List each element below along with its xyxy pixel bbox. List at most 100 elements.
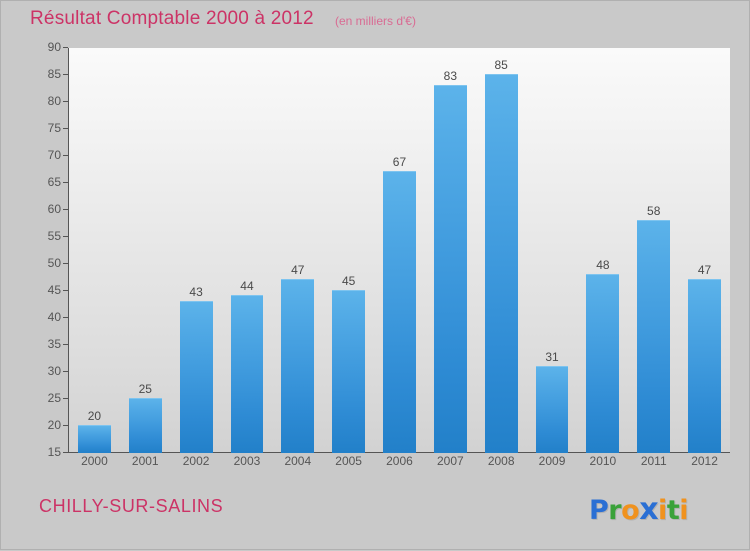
bar-slot: 20 [69, 48, 120, 453]
chart-footer: CHILLY-SUR-SALINS Proxiti [1, 479, 750, 551]
bar[interactable] [332, 290, 366, 453]
y-axis-tick-label: 35 [47, 337, 61, 351]
bars-layer: 20 25 43 44 47 45 67 83 85 31 48 58 47 [69, 48, 730, 453]
chart-subtitle: (en milliers d'€) [335, 14, 416, 28]
bar[interactable] [128, 398, 162, 453]
y-axis-tick-label: 80 [47, 94, 61, 108]
y-axis-tick-mark [63, 452, 68, 453]
bar[interactable] [179, 300, 213, 453]
y-axis-tick-label: 40 [47, 310, 61, 324]
bar-slot: 43 [171, 48, 222, 453]
bar-slot: 31 [527, 48, 578, 453]
y-axis-tick-mark [63, 74, 68, 75]
bar-value-label: 85 [494, 58, 508, 72]
y-axis-tick-label: 25 [47, 391, 61, 405]
y-axis-tick-mark [63, 263, 68, 264]
x-axis-tick-label: 2003 [233, 454, 261, 468]
x-axis-tick-label: 2012 [691, 454, 718, 468]
bar[interactable] [383, 171, 416, 453]
y-axis-tick-label: 65 [47, 175, 61, 189]
y-axis-tick-mark [63, 371, 68, 372]
bar-slot: 48 [577, 48, 628, 453]
y-axis-tick-mark [63, 344, 68, 345]
page-title: Résultat Comptable 2000 à 2012 [30, 8, 314, 29]
x-axis-tick-label: 2011 [640, 454, 667, 468]
y-axis-tick-label: 45 [47, 283, 61, 297]
bar-value-label: 44 [240, 279, 254, 294]
bar[interactable] [281, 279, 315, 453]
bar[interactable] [637, 219, 671, 453]
x-axis-tick-label: 2005 [335, 454, 362, 468]
logo-letter: x [639, 492, 659, 527]
bar-slot: 47 [679, 48, 730, 453]
bar-value-label: 43 [189, 284, 203, 299]
bar[interactable] [230, 295, 264, 453]
y-axis-tick-mark [63, 128, 68, 129]
y-axis-tick-label: 55 [47, 229, 61, 243]
y-axis-tick-mark [63, 290, 68, 291]
bar[interactable] [586, 273, 620, 453]
logo-letter: P [589, 495, 609, 526]
bar-value-label: 83 [443, 68, 458, 83]
y-axis-tick-label: 75 [47, 121, 61, 135]
logo-letter: t [666, 495, 680, 526]
y-axis-tick-label: 50 [47, 256, 61, 270]
y-axis-tick-mark [63, 155, 68, 156]
y-axis: 90 85 80 75 70 65 60 55 50 45 40 35 30 25 20 15 [1, 41, 68, 458]
bar[interactable] [688, 279, 721, 453]
y-axis-tick-mark [63, 425, 68, 426]
x-axis-tick-label: 2010 [589, 454, 617, 468]
logo-letter: i [658, 495, 667, 526]
bar-value-label: 48 [596, 257, 610, 272]
y-axis-tick-label: 15 [47, 445, 61, 459]
bar-slot: 83 [425, 48, 476, 453]
bar[interactable] [433, 84, 467, 453]
y-axis-tick-label: 30 [47, 364, 61, 378]
y-axis-tick-label: 70 [47, 148, 61, 162]
bar-slot: 85 [476, 48, 527, 453]
bar-slot: 67 [374, 48, 425, 453]
x-axis-tick-label: 2004 [284, 454, 312, 468]
bar-slot: 58 [628, 48, 679, 453]
x-axis-tick-label: 2009 [538, 454, 566, 468]
x-axis-tick-label: 2006 [386, 454, 413, 468]
x-axis-tick-label: 2002 [182, 454, 210, 468]
y-axis-tick-mark [63, 398, 68, 399]
bar-slot: 45 [323, 48, 374, 453]
y-axis-tick-label: 85 [47, 67, 61, 81]
x-axis: 2000 2001 2002 2003 2004 2005 2006 2007 2008 2009… [69, 454, 730, 474]
bar-value-label: 58 [647, 203, 661, 218]
logo-letter: i [679, 495, 688, 526]
bar-slot: 25 [120, 48, 171, 453]
bar-slot: 44 [222, 48, 273, 453]
y-axis-tick-label: 90 [47, 40, 61, 54]
chart-header: Résultat Comptable 2000 à 2012 (en milli… [1, 1, 750, 41]
bar[interactable] [535, 365, 569, 453]
commune-name: CHILLY-SUR-SALINS [39, 496, 224, 516]
proxiti-logo[interactable]: Proxiti [589, 492, 688, 527]
logo-letter: r [608, 495, 622, 526]
x-axis-tick-label: 2008 [487, 454, 515, 468]
bar[interactable] [484, 74, 518, 453]
y-axis-tick-mark [63, 182, 68, 183]
logo-letter: o [621, 495, 640, 526]
bar-value-label: 25 [138, 382, 152, 396]
x-axis-tick-label: 2001 [131, 454, 159, 468]
x-axis-tick-label: 2000 [81, 454, 108, 468]
bar-value-label: 45 [341, 274, 356, 288]
y-axis-tick-mark [63, 317, 68, 318]
bar[interactable] [78, 425, 111, 453]
bar-value-label: 31 [545, 349, 559, 364]
y-axis-tick-label: 20 [47, 418, 61, 432]
x-axis-tick-label: 2007 [436, 454, 464, 468]
bar-value-label: 67 [392, 155, 407, 170]
bar-slot: 47 [272, 48, 323, 453]
bar-value-label: 47 [291, 263, 305, 278]
y-axis-tick-mark [63, 47, 68, 48]
bar-value-label: 20 [87, 409, 102, 423]
bar-value-label: 47 [697, 263, 712, 278]
y-axis-tick-mark [63, 101, 68, 102]
y-axis-tick-mark [63, 209, 68, 210]
y-axis-tick-mark [63, 236, 68, 237]
